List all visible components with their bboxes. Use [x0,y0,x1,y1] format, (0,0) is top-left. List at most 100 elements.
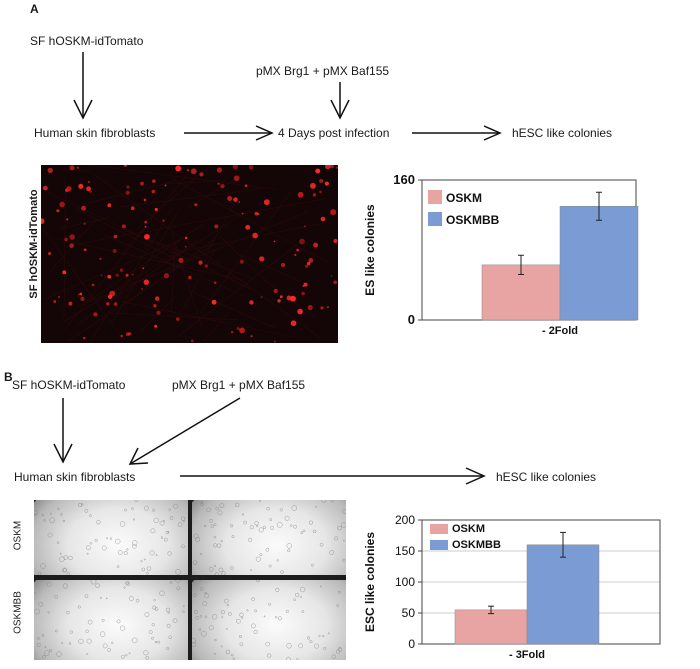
fluorescent-cell [69,243,75,249]
fluorescent-cell [286,295,292,301]
fluorescent-cell [176,317,180,321]
bar-oskmbb [526,544,600,645]
bar-oskmbb [559,206,639,321]
fluorescent-cell [126,185,130,189]
fluorescent-cell [211,299,217,305]
fluorescent-cell [144,233,150,240]
x-axis-label: - 2Fold [542,325,578,337]
y-tick-label: 100 [395,575,415,589]
panel-a-vector-1: SF hOSKM-idTomato [30,34,144,48]
fluorescent-cell [307,304,313,311]
fluorescent-cell [99,257,102,261]
fluorescent-cell [107,203,112,208]
fluorescent-cell [312,193,317,197]
y-tick-label: 0 [408,312,415,327]
fluorescent-cell [294,253,297,256]
panel-b-step-1: Human skin fibroblasts [14,470,136,484]
legend-label: OSKM [452,523,485,535]
fluorescent-cell [319,178,324,183]
fluorescent-cell [83,222,86,225]
fluorescent-cell [141,288,143,290]
fluorescent-cell [325,165,331,170]
fluorescent-cell [306,261,311,266]
fluorescent-cell [315,168,321,174]
arrow-right-b1 [180,467,486,485]
fluorescent-cell [121,224,126,229]
fluorescent-cell [125,332,130,336]
fluorescent-cell [299,238,305,245]
panel-b-flow-arrows [53,397,486,485]
fluorescent-cell [232,165,239,170]
fluorescent-cell [326,306,329,309]
fluorescent-cell [142,267,145,270]
chart-a: 0 160 ES like colonies - 2Fold OSKM OSKMBB [363,172,639,337]
fluorescent-cell [217,182,220,185]
fluorescent-cell [194,203,198,207]
fluorescent-cell [91,283,95,287]
fluorescent-cell [254,211,259,216]
fluorescent-cell [198,260,203,265]
panel-a-step-2: 4 Days post infection [278,126,390,140]
fluorescent-cell [220,184,225,189]
y-axis-label: ES like colonies [363,204,377,296]
fluorescent-cell [190,339,194,343]
fluorescent-cell [273,340,276,343]
fluorescent-cell [42,185,48,191]
fluorescent-cell [100,274,103,277]
fluorescent-cell [204,264,208,268]
fluorescent-cell [230,330,234,334]
fluorescent-cell [236,327,240,331]
fluorescent-cell [113,234,118,239]
fluorescent-cell [69,165,75,171]
fluorescent-cell [310,182,316,189]
fluorescent-cell [319,190,322,194]
fluorescent-cell [303,282,308,287]
fluorescent-cell [120,334,124,338]
fluorescent-cell [302,285,305,287]
fluorescent-cell [66,218,69,221]
fluorescent-cell [279,295,283,298]
fluorescent-cell [296,248,299,252]
fluorescent-cell [277,299,281,303]
fluorescent-cell [123,165,127,167]
fluorescent-cell [273,288,278,294]
fluorescent-cell [66,186,72,192]
fluorescent-cell [143,279,150,285]
fluorescent-cell [233,197,238,202]
fluorescent-cell [320,216,326,222]
fluorescent-cell [301,291,305,296]
fluorescent-cell [259,256,265,262]
fluorescent-cell [58,296,60,298]
fluorescent-cell [93,312,98,317]
fluorescent-cell [79,292,83,296]
fluorescent-cell [184,236,188,240]
fluorescent-cell [238,201,241,203]
fluorescent-cell [308,258,314,263]
fluorescent-cell [112,248,117,253]
fluorescent-cell [64,237,68,242]
fluorescent-cell [241,212,244,215]
fluorescent-cell [297,191,304,198]
arrow-right-a2 [412,125,502,141]
legend-label: OSKMBB [446,213,500,227]
fluorescent-cell [260,296,263,299]
fluorescent-cell [248,165,254,170]
fluorescent-cell [188,275,192,280]
panel-a-step-3: hESC like colonies [512,126,613,140]
row-label-oskmbb: OSKMBB [12,591,24,634]
dish-oskm-2 [192,500,346,575]
fluorescent-cell [132,273,134,276]
phase-contrast-dishes [34,500,346,660]
fluorescent-cell [156,310,161,315]
fluorescent-cell [41,218,45,225]
fluorescent-cell [115,273,119,277]
fluorescent-cell [297,308,303,315]
panel-b-vector-1: SF hOSKM-idTomato [12,378,126,392]
fluorescent-cell [113,302,118,306]
fluorescent-cell [152,179,156,183]
fluorescent-cell [164,184,167,187]
fluorescent-cell [330,209,337,216]
panel-a-flow-arrows [73,52,502,141]
fluorescent-cell [330,275,333,277]
fluorescence-cells [41,165,338,343]
